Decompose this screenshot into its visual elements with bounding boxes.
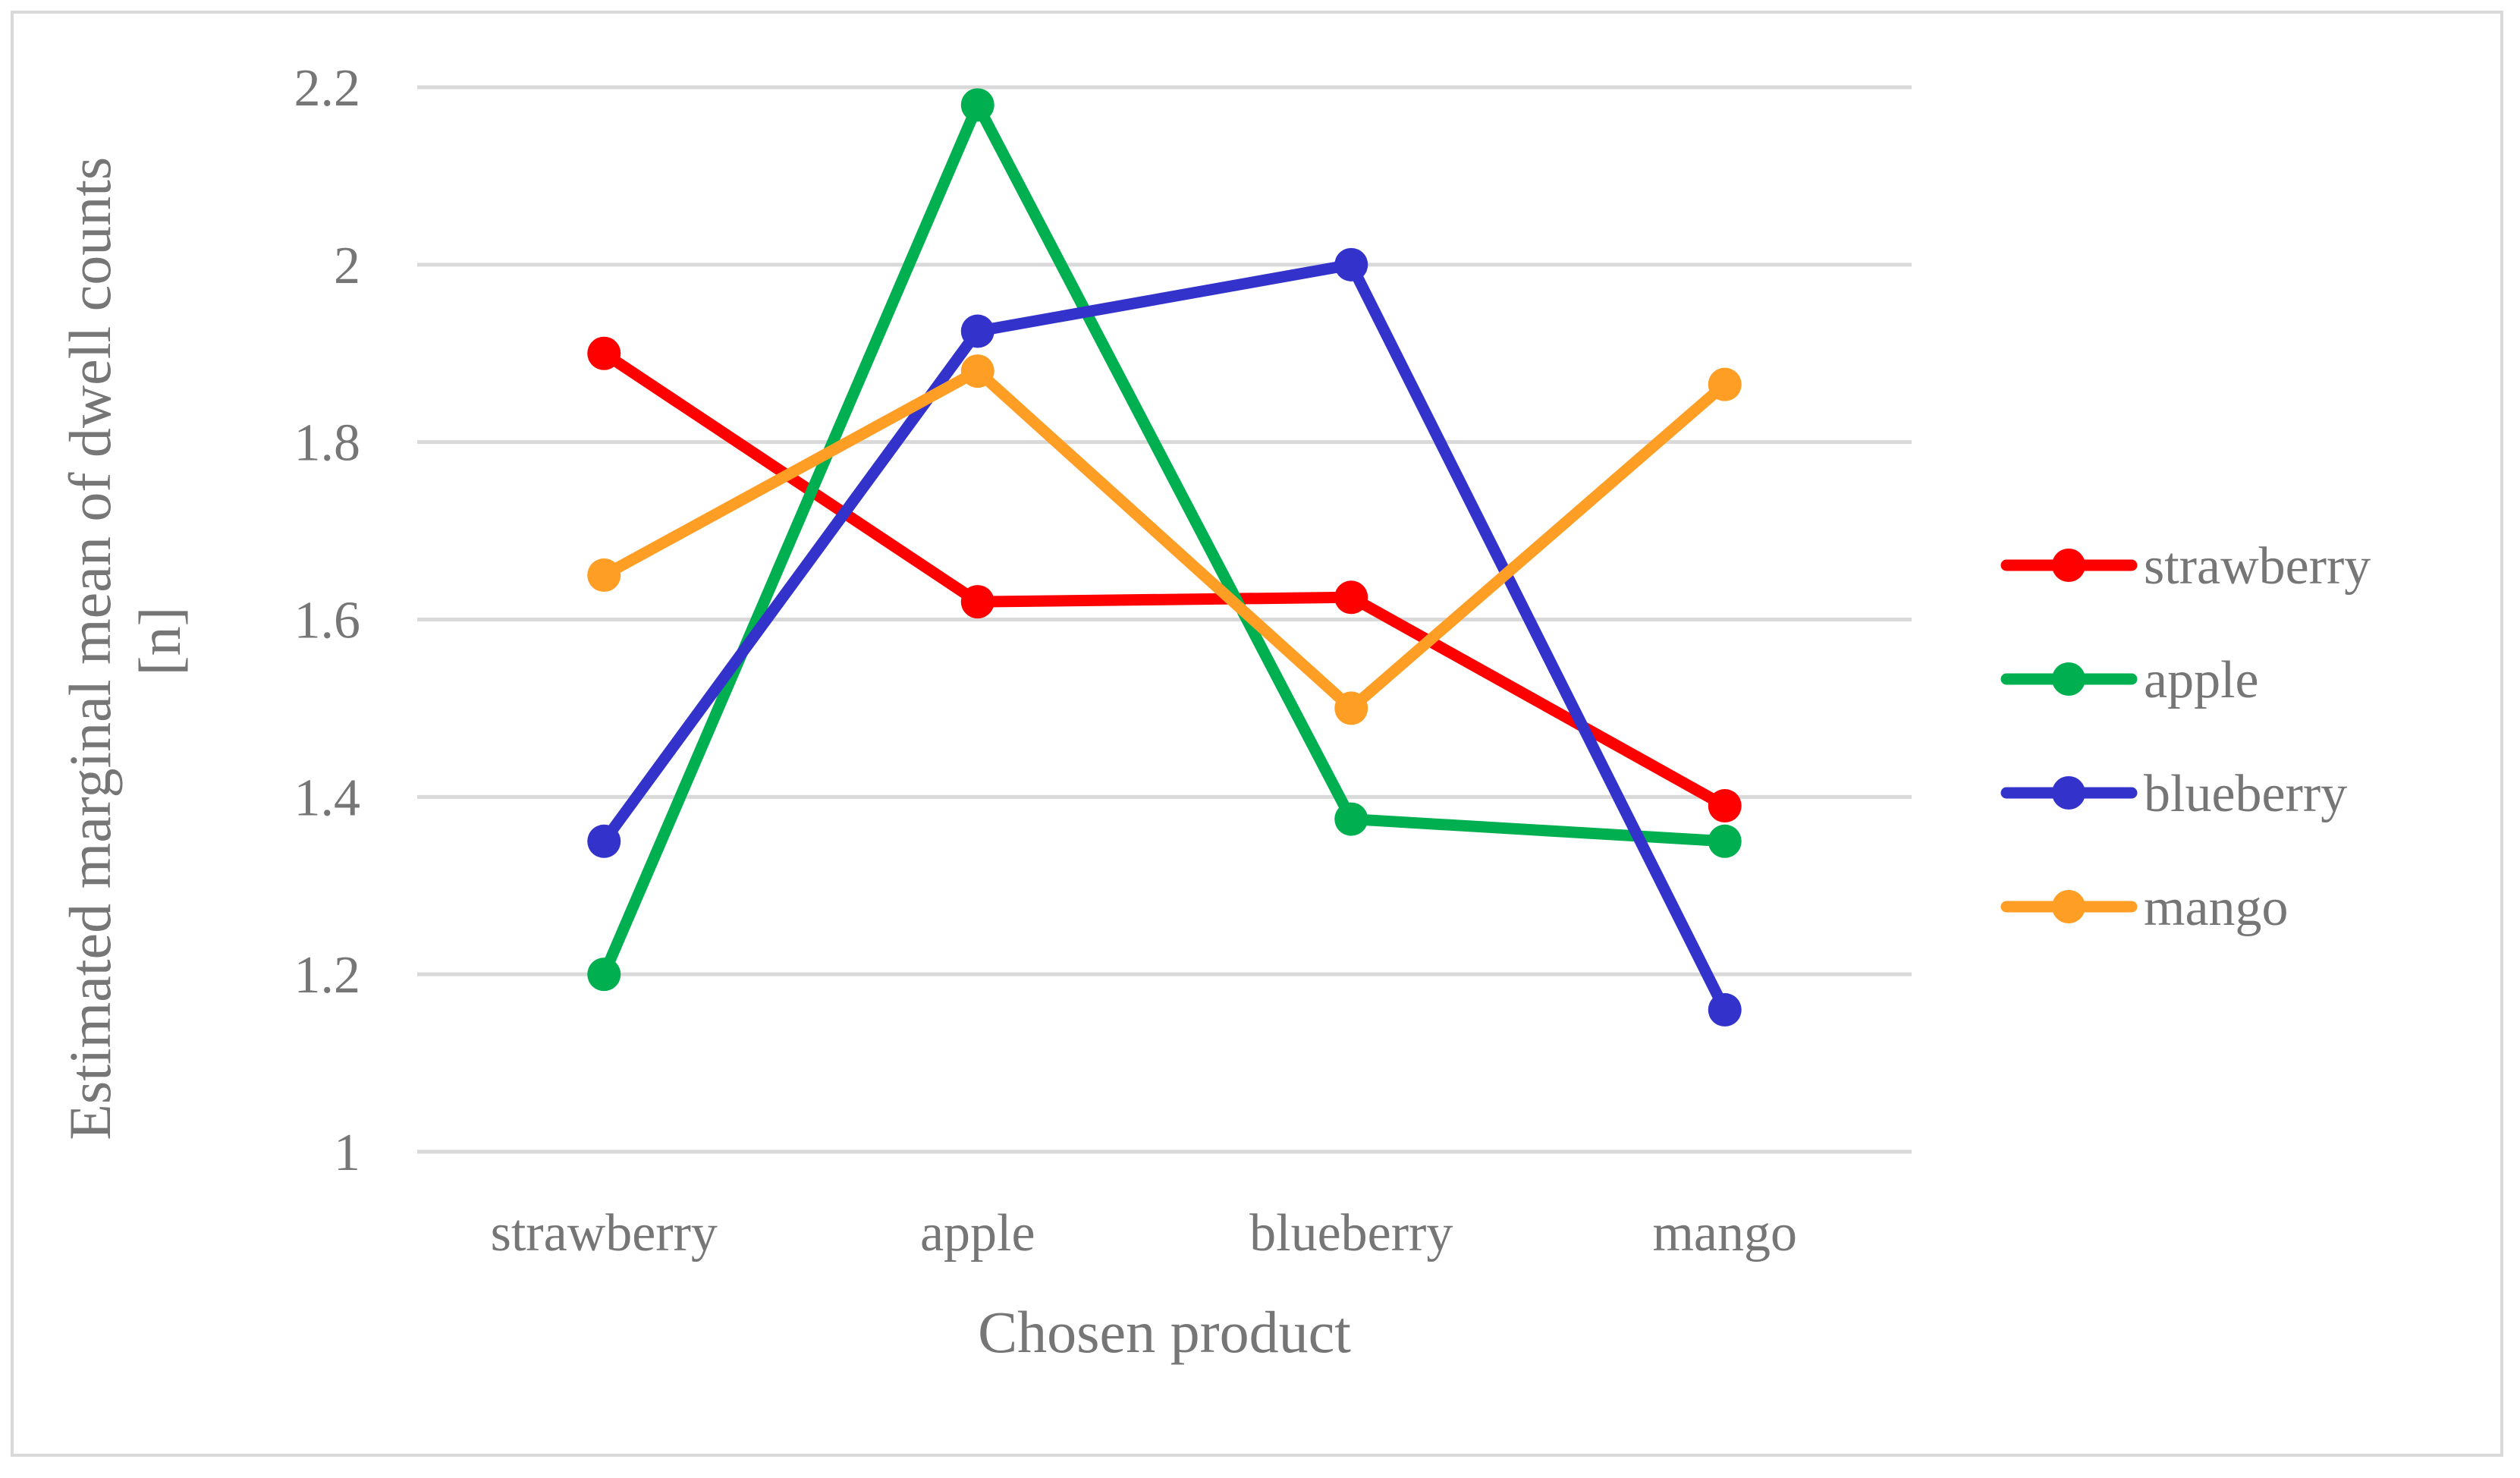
series-mango [587, 354, 1742, 725]
x-axis-ticks: strawberry apple blueberry mango [491, 1204, 1797, 1263]
legend-item: blueberry [2000, 765, 2347, 823]
y-tick-label: 1.4 [294, 769, 361, 827]
legend-label: blueberry [2144, 765, 2347, 823]
legend-label: strawberry [2144, 537, 2371, 596]
data-point [1708, 824, 1742, 858]
data-point [960, 585, 994, 619]
data-point [1708, 367, 1742, 401]
y-axis-ticks: 1 1.2 1.4 1.6 1.8 2 2.2 [294, 59, 361, 1182]
data-point [587, 558, 621, 593]
y-tick-label: 1 [334, 1124, 360, 1182]
y-tick-label: 1.6 [294, 592, 361, 650]
legend-item: strawberry [2000, 537, 2371, 596]
gridlines [417, 85, 1912, 1154]
series-apple [587, 88, 1742, 992]
data-point [587, 958, 621, 992]
series-strawberry [587, 336, 1742, 823]
series-blueberry [587, 247, 1742, 1027]
data-point [1334, 247, 1368, 281]
legend-item: mango [2000, 879, 2289, 937]
legend: strawberry apple blueberry mango [2000, 537, 2371, 937]
y-tick-label: 1.8 [294, 414, 361, 473]
data-point [1334, 691, 1368, 725]
legend-label: mango [2144, 879, 2289, 937]
series-lines [587, 88, 1742, 1027]
legend-label: apple [2144, 651, 2259, 709]
y-axis-title: Estimated marginal mean of dwell counts … [57, 142, 193, 1140]
x-tick-label: mango [1652, 1204, 1797, 1263]
legend-swatch-marker [2052, 776, 2085, 810]
x-tick-label: blueberry [1249, 1204, 1453, 1263]
chart-frame [11, 11, 2503, 1457]
series-line [598, 99, 1731, 980]
data-point [587, 824, 621, 858]
legend-swatch-marker [2052, 890, 2085, 923]
x-axis-title: Chosen product [978, 1299, 1351, 1365]
legend-swatch-marker [2052, 662, 2085, 696]
data-point [587, 336, 621, 370]
y-tick-label: 1.2 [294, 946, 361, 1005]
data-point [960, 88, 994, 122]
data-point [1334, 802, 1368, 836]
y-tick-label: 2 [334, 237, 360, 295]
x-tick-label: strawberry [491, 1204, 718, 1263]
data-point [960, 354, 994, 388]
x-tick-label: apple [920, 1204, 1035, 1263]
data-point [1708, 992, 1742, 1027]
series-line [598, 259, 1731, 1016]
y-tick-label: 2.2 [294, 59, 361, 118]
data-point [1708, 789, 1742, 823]
legend-swatch-marker [2052, 549, 2085, 582]
data-point [1334, 580, 1368, 615]
data-point [960, 314, 994, 348]
legend-item: apple [2000, 651, 2259, 709]
series-line [598, 365, 1731, 714]
